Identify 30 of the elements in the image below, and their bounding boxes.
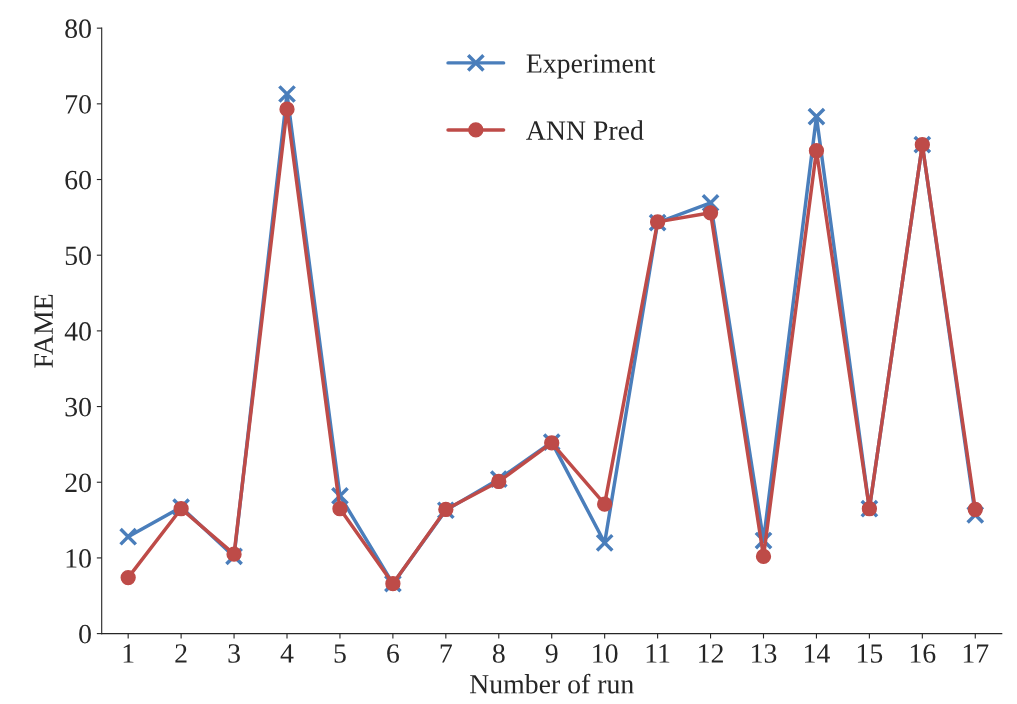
x-tick-label: 16 [910,644,936,663]
x-tick-label: 14 [805,644,830,663]
x-tick-label: 10 [593,644,618,663]
y-tick-label: 50 [65,246,91,266]
y-tick-label: 0 [79,624,91,644]
x-tick-label: 15 [857,644,883,663]
x-tick-label: 3 [228,644,240,663]
y-axis-title: FAME [34,294,53,368]
y-tick-label: 40 [64,322,91,341]
x-tick-label: 13 [752,644,777,663]
x-tick-label: 2 [175,644,187,663]
y-tick-label: 60 [65,170,91,190]
x-tick-label: 7 [440,644,452,663]
legend-label: Experiment [526,54,656,79]
x-tick-label: 1 [123,644,134,663]
x-tick-label: 8 [492,644,505,663]
y-tick-label: 70 [66,95,91,114]
x-axis-title: Number of run [469,673,634,694]
y-tick-label: 30 [65,397,91,417]
x-tick-label: 11 [646,644,670,663]
y-tick-label: 80 [65,19,91,39]
legend-label: ANN Pred [526,120,644,140]
x-tick-label: 17 [963,644,989,663]
y-tick-label: 20 [65,473,91,493]
x-tick-label: 12 [699,644,723,663]
x-tick-label: 4 [280,644,294,663]
x-tick-label: 5 [334,644,346,663]
x-tick-label: 6 [387,644,400,663]
x-tick-label: 9 [545,644,558,663]
y-tick-label: 10 [66,549,91,568]
